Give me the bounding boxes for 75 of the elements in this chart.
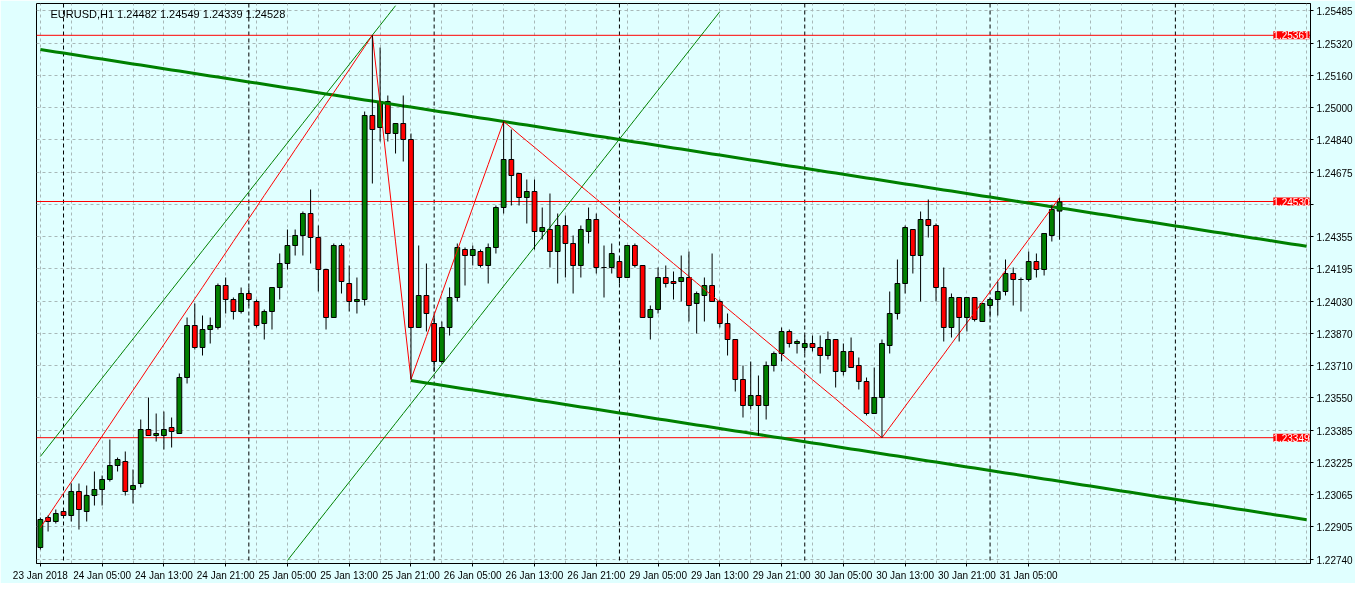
candlestick (346, 265, 353, 312)
x-tick-label: 30 Jan 13:00 (876, 569, 935, 581)
candlestick (130, 469, 136, 504)
candlestick (740, 365, 746, 418)
y-tick-label: 1.24355 (1316, 231, 1354, 243)
y-tick-label: 1.25485 (1316, 5, 1354, 17)
y-tick-label: 1.24840 (1316, 134, 1354, 146)
x-tick-label: 26 Jan 05:00 (443, 569, 503, 581)
candlestick (909, 229, 916, 274)
x-tick-label: 31 Jan 05:00 (999, 569, 1059, 581)
ref-line-label: 1.23349 (1273, 432, 1310, 444)
x-tick-label: 25 Jan 21:00 (382, 569, 441, 581)
candlestick (1048, 205, 1055, 242)
y-tick-label: 1.25320 (1316, 38, 1354, 50)
candlestick (964, 297, 970, 332)
candlestick (99, 475, 106, 506)
x-tick-label: 24 Jan 21:00 (196, 569, 256, 581)
chart-title: EURUSD,H1 1.24482 1.24549 1.24339 1.24528 (50, 7, 286, 20)
candlestick (709, 253, 715, 302)
candlestick (184, 317, 190, 384)
candlestick (1041, 233, 1048, 276)
candlestick (106, 439, 113, 482)
y-tick-label: 1.23870 (1316, 328, 1354, 340)
candlestick (299, 211, 306, 256)
candlestick (825, 331, 831, 360)
x-tick-label: 25 Jan 13:00 (320, 569, 379, 581)
x-tick-label: 30 Jan 21:00 (937, 569, 997, 581)
y-tick-label: 1.22740 (1316, 554, 1354, 566)
y-tick-label: 1.24030 (1316, 296, 1354, 308)
candlestick (269, 287, 275, 330)
x-tick-label: 23 Jan 2018 (12, 569, 69, 581)
ref-line-label: 1.24530 (1273, 196, 1310, 208)
y-tick-label: 1.22905 (1316, 521, 1354, 533)
x-tick-label: 29 Jan 21:00 (752, 569, 811, 581)
y-tick-label: 1.23225 (1316, 457, 1354, 469)
x-tick-label: 29 Jan 05:00 (629, 569, 688, 581)
candlestick (577, 225, 584, 278)
y-tick-label: 1.23550 (1316, 392, 1354, 404)
candlestick (323, 269, 329, 330)
candlestick (292, 229, 299, 256)
x-tick-label: 29 Jan 13:00 (690, 569, 750, 581)
candlestick (215, 283, 221, 330)
x-tick-label: 24 Jan 13:00 (134, 569, 194, 581)
candlestick (462, 247, 468, 286)
candlestick (763, 361, 770, 420)
candlestick (570, 235, 577, 294)
y-tick-label: 1.23710 (1316, 360, 1354, 372)
candlestick (632, 243, 638, 268)
candlestick (879, 339, 885, 439)
x-tick-label: 26 Jan 21:00 (567, 569, 626, 581)
y-tick-label: 1.24195 (1316, 263, 1354, 275)
ref-line-label: 1.25361 (1273, 30, 1310, 42)
candlestick (848, 337, 854, 368)
x-tick-label: 24 Jan 05:00 (73, 569, 132, 581)
candlestick (655, 267, 661, 314)
candlestick (161, 411, 167, 450)
y-tick-label: 1.23065 (1316, 489, 1354, 501)
candlestick (438, 321, 445, 364)
y-tick-label: 1.25000 (1316, 102, 1354, 114)
candlestick (493, 205, 499, 254)
y-tick-label: 1.25160 (1316, 70, 1354, 82)
candlestick (716, 299, 723, 328)
candlestick (770, 351, 777, 372)
y-tick-label: 1.24675 (1316, 167, 1354, 179)
x-tick-label: 30 Jan 05:00 (814, 569, 873, 581)
candlestick (933, 223, 939, 302)
x-tick-label: 26 Jan 13:00 (505, 569, 564, 581)
x-tick-label: 25 Jan 05:00 (258, 569, 317, 581)
candlestick (76, 483, 82, 530)
candlestick (686, 251, 692, 322)
candlestick (238, 287, 245, 314)
candlestick (794, 339, 800, 354)
candlestick (902, 225, 909, 294)
candlestick (354, 277, 360, 314)
y-tick-label: 1.23385 (1316, 425, 1354, 437)
